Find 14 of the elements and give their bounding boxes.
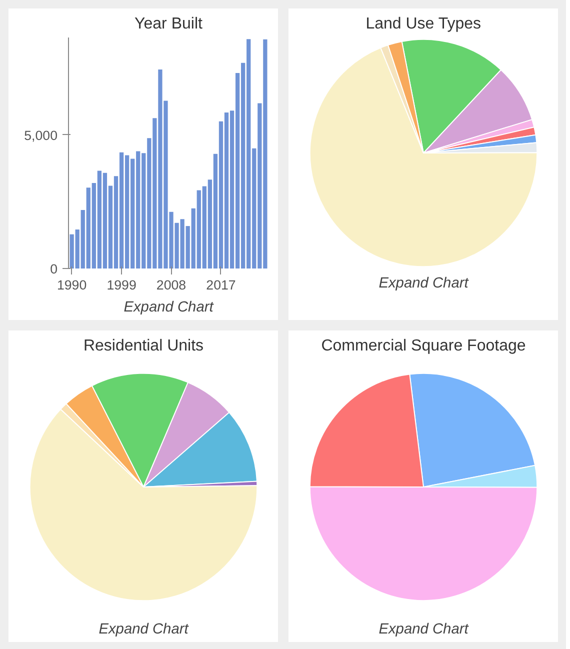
text: Expand Chart	[124, 300, 214, 316]
chart-title: Commercial Square Footage	[321, 338, 526, 354]
chart-title: Land Use Types	[366, 16, 482, 32]
text: Expand Chart	[378, 622, 470, 638]
chart-title: Residential Units	[83, 338, 204, 354]
x-tick-label: 1990	[56, 278, 87, 292]
chart-title: Year Built	[134, 16, 204, 32]
x-tick-label: 2017	[206, 278, 236, 292]
y-tick-label: 5,000	[24, 128, 58, 143]
x-tick-label: 1999	[106, 278, 136, 292]
text: Expand Chart	[378, 276, 470, 292]
text: Expand Chart	[98, 622, 190, 638]
y-tick-label: 0	[50, 262, 58, 276]
x-tick-label: 2008	[156, 278, 186, 292]
